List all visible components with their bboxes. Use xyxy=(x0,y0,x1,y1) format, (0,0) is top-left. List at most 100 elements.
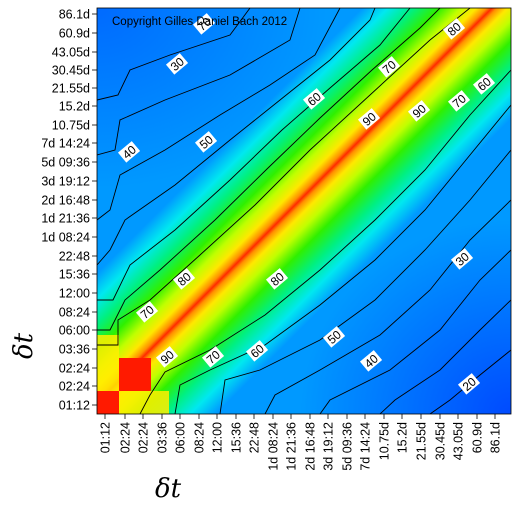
heatmap-corner-bottom-right xyxy=(300,220,511,414)
contour-label: 60 xyxy=(245,340,269,362)
y-tick-label: 02:24 xyxy=(59,380,90,394)
x-tick-label: 1d 21:36 xyxy=(285,422,299,471)
x-tick-label: 21.55d xyxy=(415,422,429,460)
contour-label: 90 xyxy=(155,346,179,368)
x-tick-label: 22:48 xyxy=(248,422,262,453)
plot-frame xyxy=(96,7,512,415)
x-tick-label: 15.2d xyxy=(396,422,410,453)
y-tick-label: 3d 19:12 xyxy=(41,175,90,189)
contour-label-background xyxy=(165,53,189,75)
contour-label-background xyxy=(447,90,471,112)
y-tick-label: 86.1d xyxy=(59,8,90,22)
contour-label: 70 xyxy=(377,56,401,78)
contour-label-background xyxy=(117,141,141,163)
x-tick-label: 01:12 xyxy=(99,422,113,453)
contour-label-background xyxy=(245,340,269,362)
contour-label: 50 xyxy=(194,131,218,153)
x-tick-label: 03:36 xyxy=(156,422,170,453)
y-tick-label: 21.55d xyxy=(52,82,90,96)
y-tick-label: 1d 08:24 xyxy=(41,231,90,245)
contour-label: 40 xyxy=(359,350,383,372)
contour-line xyxy=(379,299,511,414)
y-tick-label: 2d 16:48 xyxy=(41,194,90,208)
x-tick-label: 2d 16:48 xyxy=(304,422,318,471)
contour-line xyxy=(97,8,341,221)
x-tick-label: 02:24 xyxy=(137,422,151,453)
contour-line xyxy=(97,8,441,331)
y-tick-label: 08:24 xyxy=(59,306,90,320)
contour-line xyxy=(97,8,301,156)
contour-line xyxy=(97,8,376,266)
heatmap-yellow-left xyxy=(97,335,119,391)
x-tick-label: 7d 14:24 xyxy=(359,422,373,471)
contour-label-background xyxy=(407,100,431,122)
contour-label: 90 xyxy=(357,108,381,130)
contour-label-background xyxy=(357,108,381,130)
contour-label: 70 xyxy=(201,346,225,368)
contour-label-background xyxy=(302,88,326,110)
x-axis-label: δt xyxy=(155,474,182,504)
x-tick-label: 06:00 xyxy=(174,422,188,453)
heatmap-peak-cell-1 xyxy=(97,391,119,414)
y-tick-label: 10.75d xyxy=(52,119,90,133)
contour-line xyxy=(97,8,411,301)
contour-label-background xyxy=(457,373,481,395)
y-tick-label: 01:12 xyxy=(59,399,90,413)
contour-label-background xyxy=(265,268,289,290)
x-tick-label: 86.1d xyxy=(489,422,503,453)
contour-line xyxy=(319,249,511,414)
contour-line xyxy=(139,69,511,414)
y-tick-label: 12:00 xyxy=(59,287,90,301)
x-tick-label: 60.9d xyxy=(471,422,485,453)
contour-line xyxy=(97,8,471,346)
contour-label-background xyxy=(322,326,346,348)
contour-label-background xyxy=(377,56,401,78)
contour-label: 20 xyxy=(457,373,481,395)
contour-label-background xyxy=(135,301,159,323)
y-tick-label: 1d 21:36 xyxy=(41,212,90,226)
contour-label-background xyxy=(172,268,196,290)
x-tick-label: 30.45d xyxy=(434,422,448,460)
contour-label: 70 xyxy=(135,301,159,323)
contour-label-background xyxy=(192,13,216,35)
x-axis-tick-labels: 01:12 02:24 02:24 03:36 06:00 08:24 12:00 15:36… xyxy=(99,422,503,471)
contour-label: 30 xyxy=(165,53,189,75)
contour-label-background xyxy=(450,248,474,270)
y-axis-tick-labels: 01:12 02:24 02:24 03:36 06:00 08:24 12:00 15:36… xyxy=(41,8,90,413)
contour-label: 70 xyxy=(447,90,471,112)
contour-line xyxy=(97,8,251,101)
contour-label: 70 xyxy=(192,13,216,35)
y-tick-label: 15:36 xyxy=(59,268,90,282)
x-tick-label: 10.75d xyxy=(378,422,392,460)
contour-label-background xyxy=(442,18,466,40)
contour-label: 80 xyxy=(172,268,196,290)
x-tick-label: 3d 19:12 xyxy=(322,422,336,471)
x-tick-label: 02:24 xyxy=(119,422,133,453)
contour-lines xyxy=(97,8,511,414)
y-tick-label: 02:24 xyxy=(59,362,90,376)
watermark-text: Copyright Gilles Daniel Bach 2012 xyxy=(112,16,287,28)
x-tick-label: 43.05d xyxy=(452,422,466,460)
contour-label: 40 xyxy=(117,141,141,163)
y-tick-label: 06:00 xyxy=(59,324,90,338)
contour-line xyxy=(264,199,511,414)
heatmap-peak-cell-2 xyxy=(119,358,151,391)
heatmap-corner-top-left xyxy=(97,8,327,188)
y-tick-label: 43.05d xyxy=(52,46,90,60)
x-tick-label: 1d 08:24 xyxy=(267,422,281,471)
contour-label-background xyxy=(155,346,179,368)
x-tick-label: 12:00 xyxy=(211,422,225,453)
y-tick-label: 5d 09:36 xyxy=(41,156,90,170)
y-tick-label: 60.9d xyxy=(59,27,90,41)
contour-label: 60 xyxy=(302,88,326,110)
contour-label-background xyxy=(359,350,383,372)
x-tick-label: 15:36 xyxy=(230,422,244,453)
contour-label: 50 xyxy=(322,326,346,348)
contour-line xyxy=(174,104,511,414)
contour-label-background xyxy=(201,346,225,368)
contour-label-background xyxy=(194,131,218,153)
y-tick-label: 22:48 xyxy=(59,250,90,264)
